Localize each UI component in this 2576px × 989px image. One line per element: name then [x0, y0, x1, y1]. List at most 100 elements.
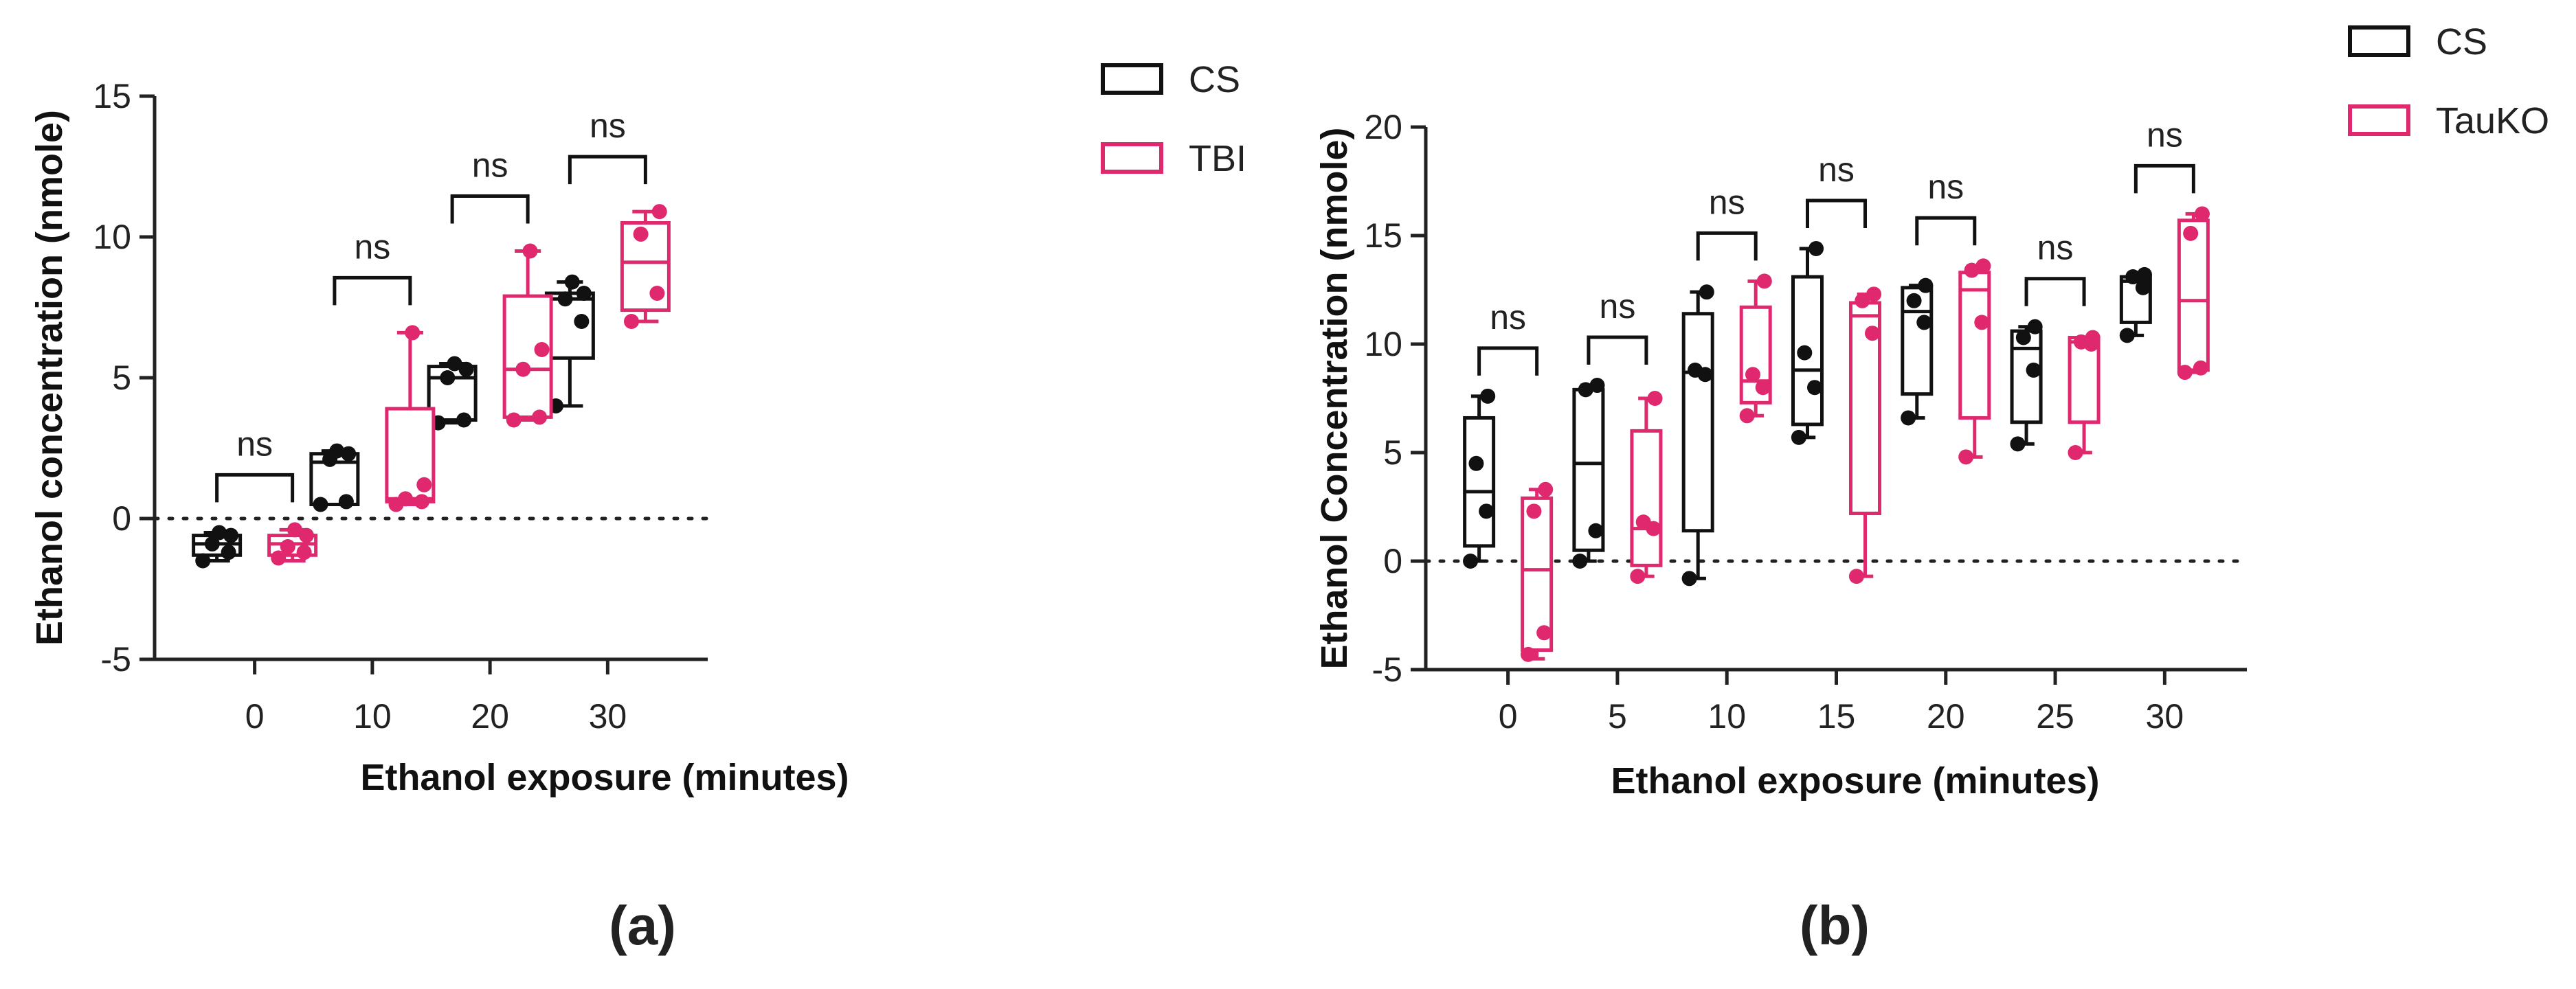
data-point — [1572, 554, 1588, 569]
significance-label: ns — [1927, 168, 1964, 206]
significance-bracket — [1915, 216, 1977, 246]
data-point — [221, 545, 236, 560]
data-point — [299, 527, 315, 543]
x-tick-label: 5 — [1608, 697, 1627, 736]
y-tick-label: 5 — [1383, 433, 1402, 472]
significance-label: ns — [1818, 150, 1855, 189]
box-tbi-30 — [620, 204, 671, 329]
data-point — [447, 356, 462, 372]
data-point — [2183, 225, 2199, 241]
box-iqr — [1681, 312, 1714, 533]
y-tick-label: 10 — [1364, 325, 1402, 363]
box-iqr — [1463, 416, 1496, 548]
data-point — [2027, 319, 2043, 334]
data-point — [1866, 286, 1882, 302]
box-cs-5 — [1572, 378, 1605, 569]
significance-bracket — [2133, 163, 2195, 194]
significance-label: ns — [236, 424, 273, 463]
data-point — [414, 494, 429, 510]
legend-label: CS — [1189, 59, 1240, 100]
data-point — [1808, 240, 1824, 256]
data-point — [440, 370, 456, 385]
data-point — [522, 243, 538, 259]
data-point — [2177, 365, 2193, 380]
legend-label: CS — [2436, 21, 2487, 62]
data-point — [1848, 569, 1864, 584]
box-iqr — [1521, 496, 1554, 652]
x-tick-label: 10 — [353, 697, 392, 736]
significance-label: ns — [590, 106, 626, 145]
significance-label: ns — [1709, 183, 1745, 221]
legend-label: TauKO — [2436, 100, 2549, 141]
data-point — [1521, 646, 1536, 662]
data-point — [458, 361, 474, 377]
box-tauko-10 — [1739, 273, 1772, 424]
significance-label: ns — [2037, 229, 2074, 267]
data-point — [2026, 362, 2041, 378]
data-point — [1538, 481, 1554, 497]
significance-bracket — [450, 194, 530, 224]
box-cs-30 — [544, 274, 595, 413]
data-point — [633, 226, 649, 242]
box-tbi-10 — [385, 325, 436, 512]
x-tick-label: 10 — [1707, 697, 1746, 736]
data-point — [416, 477, 432, 492]
significance-bracket — [1696, 231, 1758, 261]
data-point — [204, 536, 220, 552]
x-axis-label: Ethanol exposure (minutes) — [1611, 760, 2099, 802]
significance-bracket — [1806, 198, 1867, 228]
y-tick-label: 15 — [93, 77, 131, 115]
data-point — [1635, 514, 1651, 530]
significance-bracket — [333, 275, 412, 306]
data-point — [1918, 277, 1934, 293]
data-point — [515, 361, 531, 377]
data-point — [1647, 391, 1663, 406]
legend-entry-tauko: TauKO — [2348, 100, 2549, 141]
box-cs-10 — [309, 443, 360, 512]
box-cs-0 — [192, 525, 243, 569]
data-point — [1739, 408, 1755, 424]
y-tick-label: 10 — [93, 218, 131, 256]
legend-swatch — [2348, 25, 2410, 57]
box-cs-20 — [1901, 277, 1934, 426]
data-point — [313, 497, 328, 512]
data-point — [456, 412, 472, 428]
x-tick-label: 20 — [1927, 697, 1965, 736]
box-tauko-25 — [2068, 330, 2101, 460]
significance-label: ns — [472, 146, 508, 185]
box-iqr — [2177, 218, 2210, 372]
y-tick-label: -5 — [1372, 650, 1402, 689]
data-point — [1916, 315, 1932, 330]
data-point — [1797, 345, 1813, 361]
box-tauko-15 — [1848, 286, 1882, 584]
data-point — [280, 539, 295, 554]
box-tauko-0 — [1521, 481, 1554, 662]
data-point — [405, 325, 421, 341]
data-point — [1578, 382, 1593, 398]
data-point — [623, 314, 639, 329]
panel-label: (b) — [1800, 895, 1870, 956]
data-point — [2193, 360, 2208, 376]
data-point — [1745, 367, 1761, 383]
data-point — [2073, 334, 2089, 350]
data-point — [271, 550, 287, 566]
data-point — [1630, 569, 1646, 584]
data-point — [1756, 273, 1772, 289]
data-point — [1974, 315, 1990, 330]
chart-b: -5 0 5 10 15 20 0 5 10 15 20 25 30 ns ns ns ns ns ns ns Etha… — [1314, 21, 2549, 956]
significance-bracket — [215, 473, 295, 503]
significance-label: ns — [1600, 287, 1636, 326]
y-tick-label: 0 — [1383, 542, 1402, 580]
data-point — [1906, 293, 1922, 308]
data-point — [1791, 429, 1806, 445]
data-point — [1755, 380, 1771, 396]
y-tick-label: 5 — [112, 359, 131, 397]
box-tbi-20 — [502, 243, 553, 428]
legend-entry-cs: CS — [2348, 21, 2487, 62]
data-point — [1468, 455, 1484, 471]
legend-entry-cs: CS — [1101, 59, 1240, 100]
data-point — [1480, 388, 1496, 404]
y-tick-label: 20 — [1364, 108, 1402, 146]
significance-label: ns — [1490, 298, 1526, 337]
